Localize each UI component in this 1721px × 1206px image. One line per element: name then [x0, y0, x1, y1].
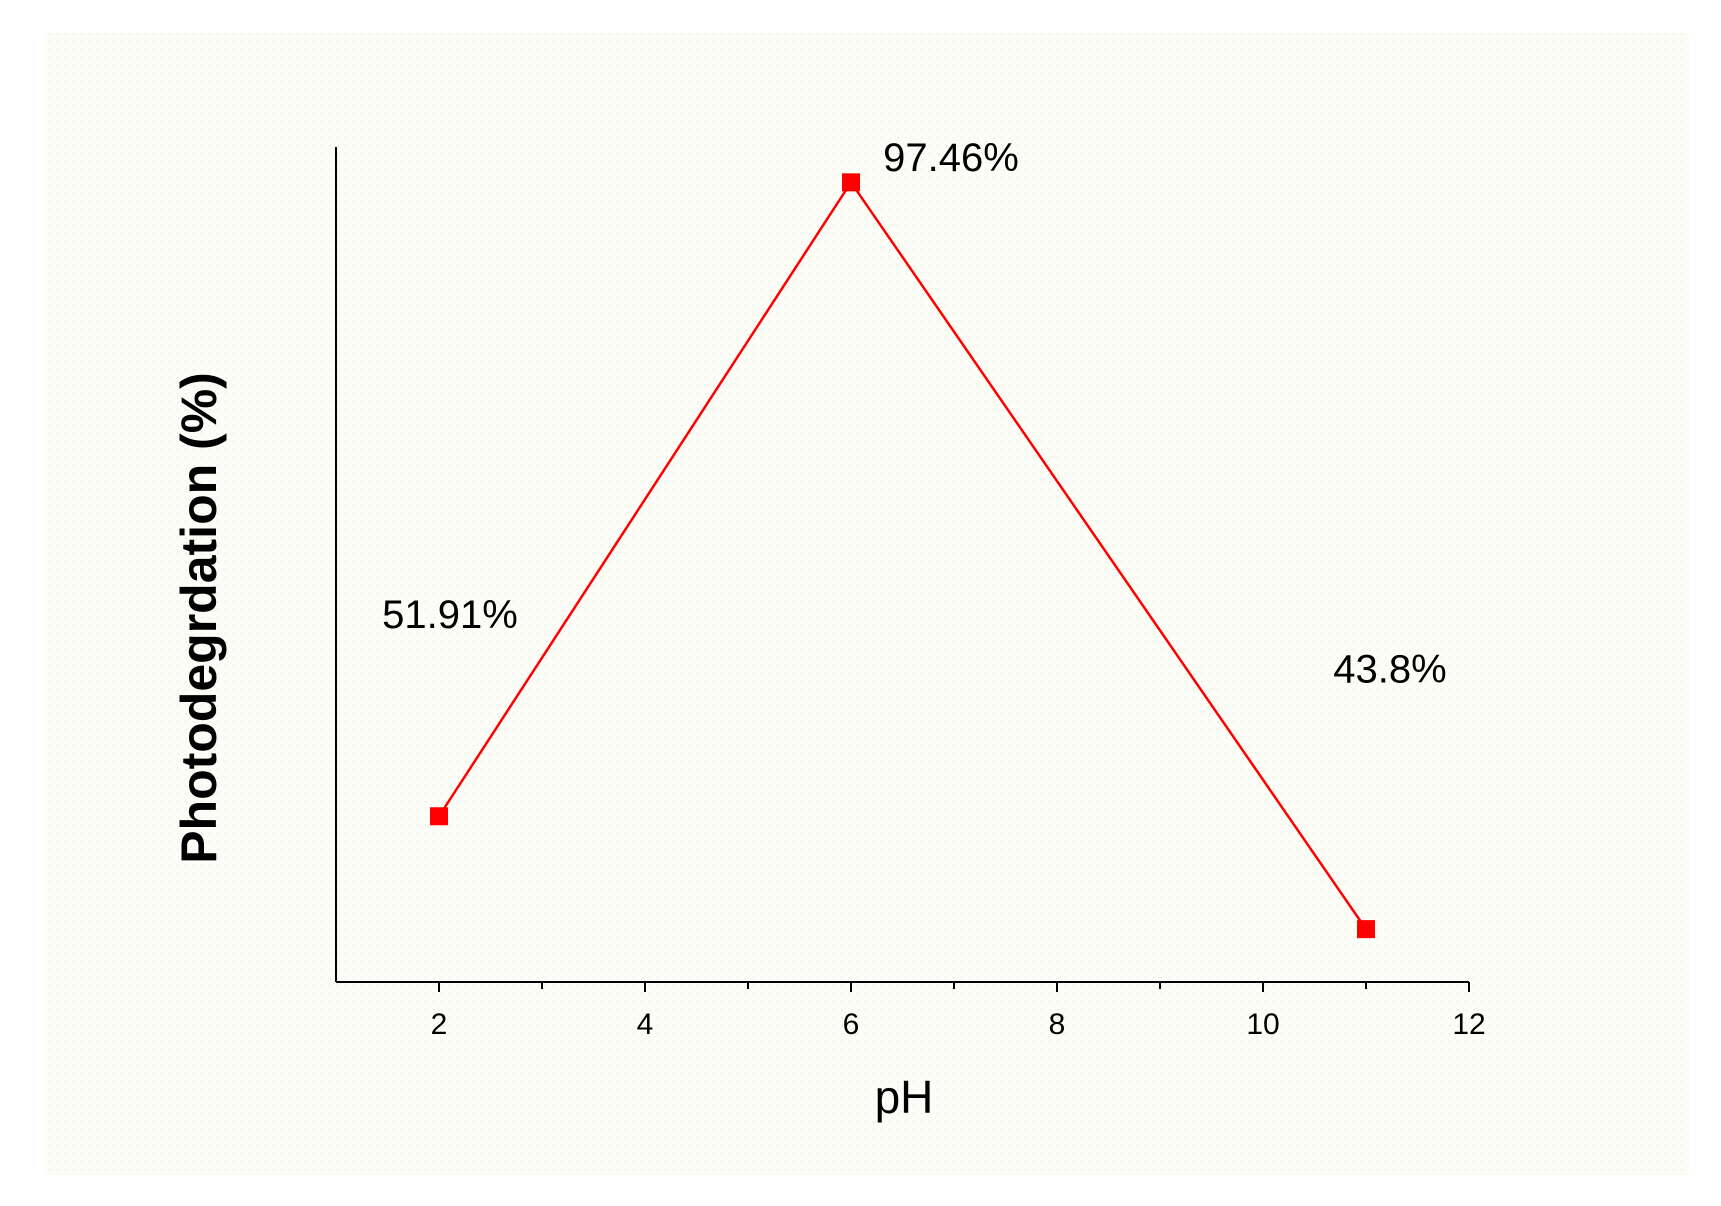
data-point [430, 807, 448, 826]
x-tick-label: 4 [637, 1008, 654, 1041]
x-tick-label: 2 [431, 1008, 448, 1041]
data-point [842, 173, 860, 192]
x-tick-label: 12 [1452, 1008, 1485, 1041]
data-label: 51.91% [382, 593, 518, 637]
x-tick-label: 6 [843, 1008, 860, 1041]
x-axis-label: pH [875, 1071, 934, 1123]
x-tick-label: 8 [1049, 1008, 1066, 1041]
plot-background [44, 33, 1689, 1175]
data-point [1357, 920, 1375, 939]
data-label: 43.8% [1333, 648, 1446, 692]
x-tick-label: 10 [1246, 1008, 1279, 1041]
data-label: 97.46% [883, 136, 1019, 180]
y-axis-label: Photodegrdation (%) [171, 372, 227, 864]
